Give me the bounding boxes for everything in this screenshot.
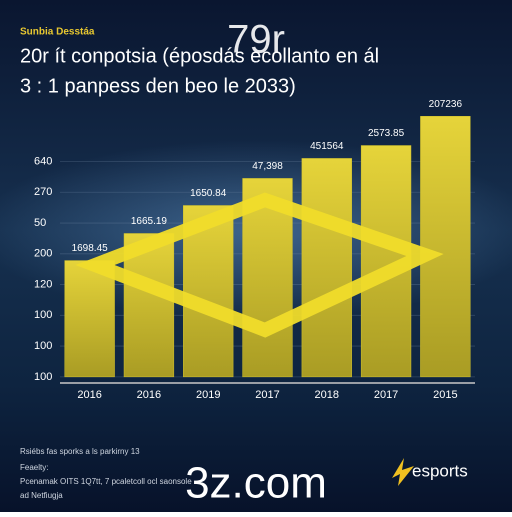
- x-tick-label: 2016: [77, 389, 101, 401]
- bar: [420, 116, 471, 378]
- footer-note: Pcenamak OITS 1Q7tt, 7 pcaletcoll ocl sa…: [20, 477, 192, 486]
- chart-subtitle: 3 : 1 panpess den beo le 2033): [20, 75, 296, 97]
- value-label: 1650.84: [190, 188, 227, 199]
- diamond-overlay: [75, 192, 444, 338]
- footer-note: Rsiébs fas sporks a ls parkirny 13: [20, 447, 140, 456]
- y-tick-label: 640: [34, 155, 52, 167]
- x-tick-label: 2018: [315, 389, 339, 401]
- logo: esports: [412, 461, 468, 480]
- x-tick-label: 2017: [374, 389, 398, 401]
- footer-note: ad Netfiugja: [20, 491, 63, 500]
- x-tick-label: 2017: [255, 389, 279, 401]
- value-label: 451564: [310, 141, 344, 152]
- bar: [301, 158, 352, 378]
- x-tick-label: 2015: [433, 389, 457, 401]
- watermark: 79r: [227, 18, 285, 62]
- y-tick-label: 200: [34, 248, 52, 260]
- y-tick-label: 50: [34, 217, 46, 229]
- kicker: Sunbia Desstáa: [20, 27, 95, 38]
- x-tick-label: 2016: [137, 389, 161, 401]
- bar: [64, 260, 115, 378]
- value-label: 2573.85: [368, 128, 405, 139]
- y-tick-label: 100: [34, 371, 52, 383]
- logo-icon: [392, 458, 414, 486]
- value-label: 47,398: [252, 161, 283, 172]
- y-tick-label: 100: [34, 309, 52, 321]
- y-tick-label: 270: [34, 186, 52, 198]
- value-label: 1665.19: [131, 216, 168, 227]
- value-label: 207236: [429, 99, 463, 110]
- chart-title: 20r ít conpotsia (éposdás ecollanto en á…: [20, 45, 379, 67]
- y-tick-label: 100: [34, 340, 52, 352]
- site-watermark: 3z.com: [185, 459, 327, 508]
- footer-note: Feaelty:: [20, 463, 48, 472]
- y-tick-label: 120: [34, 278, 52, 290]
- x-tick-label: 2019: [196, 389, 220, 401]
- value-label: 1698.45: [72, 243, 109, 254]
